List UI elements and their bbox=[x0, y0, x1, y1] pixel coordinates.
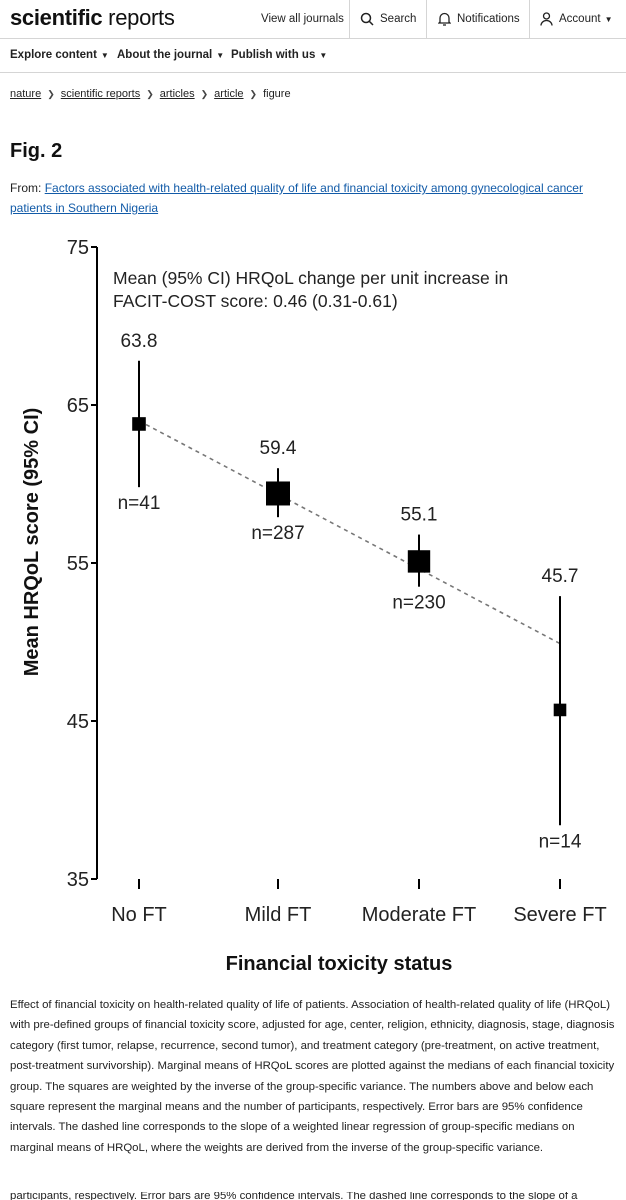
publish-with-us-label: Publish with us bbox=[231, 49, 316, 61]
account-button[interactable]: Account ▼ bbox=[529, 0, 626, 38]
sample-size-label: n=14 bbox=[539, 831, 582, 852]
search-icon bbox=[360, 12, 374, 26]
y-tick-label: 55 bbox=[67, 553, 89, 575]
caption-overflow-text: participants, respectively. Error bars a… bbox=[10, 1192, 616, 1200]
about-journal-label: About the journal bbox=[117, 49, 213, 61]
chevron-down-icon: ▼ bbox=[319, 50, 328, 60]
secondary-nav: Explore content ▼ About the journal ▼ Pu… bbox=[0, 38, 626, 73]
explore-content-label: Explore content bbox=[10, 49, 97, 61]
mean-value-label: 59.4 bbox=[260, 438, 297, 459]
chevron-right-icon: ❯ bbox=[47, 88, 55, 99]
sample-size-label: n=287 bbox=[251, 523, 304, 544]
y-tick-label: 45 bbox=[67, 711, 89, 733]
x-axis-title: Financial toxicity status bbox=[226, 953, 453, 975]
article-link[interactable]: Factors associated with health-related q… bbox=[10, 181, 583, 215]
mean-value-label: 63.8 bbox=[121, 331, 158, 352]
mean-marker bbox=[407, 550, 431, 573]
page-title: Fig. 2 bbox=[10, 140, 63, 162]
sample-size-label: n=230 bbox=[392, 593, 445, 614]
mean-marker bbox=[132, 417, 146, 431]
chevron-right-icon: ❯ bbox=[146, 88, 154, 99]
y-tick-label: 35 bbox=[67, 869, 89, 891]
view-all-journals-label: View all journals bbox=[261, 13, 344, 25]
hrqol-chart: 35 45 55 65 75 No FT Mild FT Moderate FT Severe … bbox=[21, 237, 607, 975]
journal-logo[interactable]: scientific reports bbox=[10, 5, 175, 31]
chart-annotation-line-1: Mean (95% CI) HRQoL change per unit incr… bbox=[113, 268, 508, 288]
y-tick-label: 65 bbox=[67, 395, 89, 417]
from-label: From: bbox=[10, 181, 42, 195]
about-journal-menu[interactable]: About the journal ▼ bbox=[117, 38, 224, 72]
breadcrumb-link-nature[interactable]: nature bbox=[10, 88, 42, 100]
x-tick-label: Mild FT bbox=[245, 904, 312, 926]
mean-value-label: 55.1 bbox=[401, 505, 438, 526]
account-label: Account bbox=[559, 13, 601, 25]
mean-marker bbox=[553, 703, 567, 717]
top-header: scientific reports View all journals Sea… bbox=[0, 0, 626, 39]
breadcrumb-current: figure bbox=[263, 88, 291, 100]
breadcrumb-link-articles[interactable]: articles bbox=[159, 88, 195, 100]
chevron-down-icon: ▼ bbox=[604, 14, 613, 24]
view-all-journals-link[interactable]: View all journals bbox=[261, 0, 344, 38]
publish-with-us-menu[interactable]: Publish with us ▼ bbox=[231, 38, 327, 72]
figure-caption: Effect of financial toxicity on health-r… bbox=[10, 999, 615, 1154]
breadcrumb: nature ❯ scientific reports ❯ articles ❯… bbox=[10, 88, 291, 100]
bell-icon bbox=[438, 12, 451, 26]
logo-bold-text: scientific bbox=[10, 5, 103, 30]
mean-value-label: 45.7 bbox=[542, 566, 579, 587]
y-tick-label: 75 bbox=[67, 237, 89, 259]
notifications-label: Notifications bbox=[457, 13, 520, 25]
search-label: Search bbox=[380, 13, 417, 25]
figure-source: From: Factors associated with health-rel… bbox=[10, 178, 610, 218]
x-tick-label: Severe FT bbox=[513, 904, 606, 926]
chart-annotation-line-2: FACIT-COST score: 0.46 (0.31-0.61) bbox=[113, 291, 398, 311]
caption-overflow-line: participants, respectively. Error bars a… bbox=[10, 1192, 578, 1200]
logo-regular-text: reports bbox=[102, 5, 175, 30]
x-tick-label: Moderate FT bbox=[362, 904, 476, 926]
regression-dashed-line bbox=[138, 420, 561, 645]
sample-size-label: n=41 bbox=[118, 493, 161, 514]
x-tick-label: No FT bbox=[111, 904, 167, 926]
chevron-down-icon: ▼ bbox=[216, 50, 225, 60]
notifications-button[interactable]: Notifications bbox=[426, 0, 530, 38]
user-icon bbox=[540, 12, 553, 26]
search-button[interactable]: Search bbox=[349, 0, 426, 38]
explore-content-menu[interactable]: Explore content ▼ bbox=[10, 38, 109, 72]
breadcrumb-link-article[interactable]: article bbox=[214, 88, 244, 100]
chevron-down-icon: ▼ bbox=[100, 50, 109, 60]
breadcrumb-link-scientific-reports[interactable]: scientific reports bbox=[60, 88, 141, 100]
chevron-right-icon: ❯ bbox=[249, 88, 258, 99]
mean-marker bbox=[266, 481, 290, 506]
y-axis-title: Mean HRQoL score (95% CI) bbox=[21, 408, 43, 677]
chevron-right-icon: ❯ bbox=[200, 88, 209, 99]
